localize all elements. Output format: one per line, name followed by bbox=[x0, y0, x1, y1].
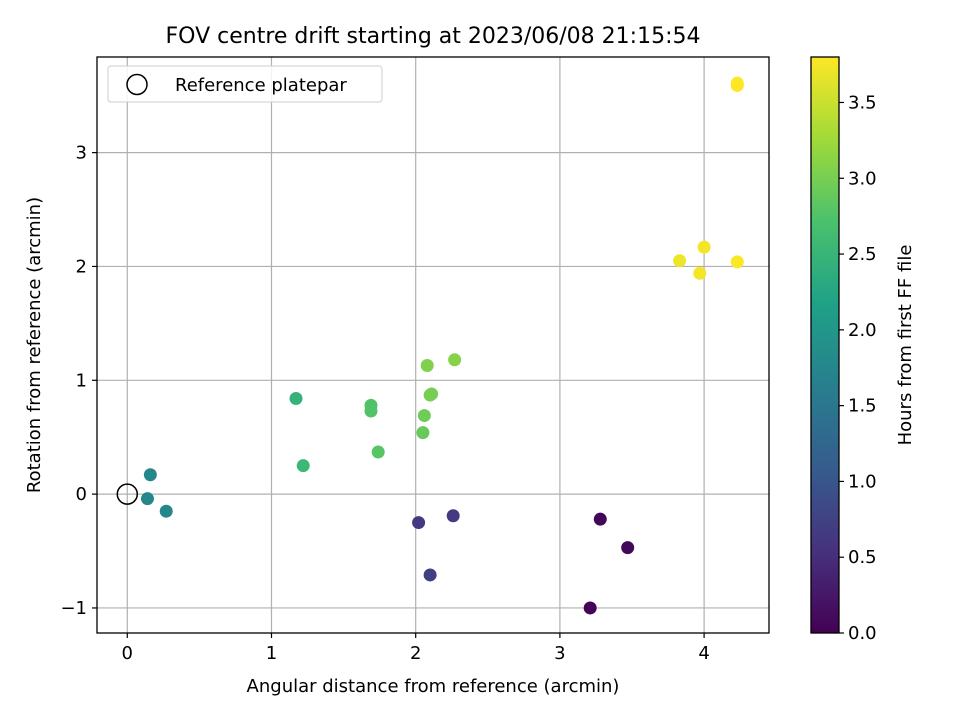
colorbar-ticks: 0.0 0.5 1.0 1.5 2.0 2.5 3.0 3.5 bbox=[839, 92, 877, 644]
x-tick-label: 2 bbox=[410, 643, 421, 664]
plot-area bbox=[97, 57, 769, 633]
colorbar-tick-label: 1.0 bbox=[848, 471, 877, 492]
data-point bbox=[423, 388, 437, 402]
legend-box bbox=[107, 65, 383, 103]
y-tick-label: 2 bbox=[76, 256, 87, 277]
y-axis-label: Rotation from reference (arcmin) bbox=[24, 197, 45, 493]
colorbar-gradient bbox=[810, 56, 840, 634]
data-point bbox=[448, 353, 462, 367]
reference-platepar-marker bbox=[116, 483, 139, 505]
x-axis-label: Angular distance from reference (arcmin) bbox=[247, 676, 620, 697]
data-point bbox=[693, 266, 707, 280]
colorbar-tick-label: 2.0 bbox=[848, 320, 877, 341]
data-point bbox=[371, 445, 385, 459]
colorbar-tick-label: 2.5 bbox=[848, 244, 877, 265]
x-tick-label: 3 bbox=[554, 643, 565, 664]
chart-title: FOV centre drift starting at 2023/06/08 … bbox=[166, 24, 701, 49]
data-point bbox=[420, 358, 434, 372]
y-tick-label: −1 bbox=[60, 598, 87, 619]
y-tick-label: 1 bbox=[76, 370, 87, 391]
data-point bbox=[621, 541, 635, 555]
scatter-points bbox=[116, 76, 744, 615]
data-point bbox=[364, 404, 378, 418]
data-point bbox=[730, 255, 744, 269]
data-point bbox=[423, 568, 437, 582]
data-point bbox=[143, 468, 157, 482]
data-point bbox=[296, 459, 310, 473]
legend-label: Reference platepar bbox=[175, 75, 347, 96]
colorbar-label: Hours from first FF file bbox=[895, 245, 916, 446]
x-tick-label: 1 bbox=[266, 643, 277, 664]
data-point bbox=[417, 409, 431, 423]
data-point bbox=[416, 426, 430, 440]
legend-marker bbox=[126, 73, 148, 96]
plot-frame bbox=[96, 56, 770, 634]
data-point bbox=[412, 516, 426, 530]
colorbar-tick-label: 3.0 bbox=[848, 168, 877, 189]
data-point bbox=[697, 240, 711, 254]
y-tick-label: 0 bbox=[76, 484, 87, 505]
colorbar-tick-label: 0.5 bbox=[848, 547, 877, 568]
x-tick-label: 0 bbox=[122, 643, 133, 664]
axis-ticks: 0 1 2 3 4 −1 0 1 2 3 bbox=[60, 143, 709, 664]
data-point bbox=[730, 76, 744, 90]
data-point bbox=[289, 392, 303, 406]
colorbar-tick-label: 0.0 bbox=[848, 623, 877, 644]
data-point bbox=[593, 512, 607, 526]
data-point bbox=[159, 504, 173, 518]
data-point bbox=[673, 254, 687, 268]
data-point bbox=[446, 509, 460, 523]
x-tick-label: 4 bbox=[698, 643, 709, 664]
data-point bbox=[583, 601, 597, 615]
data-point bbox=[140, 492, 154, 506]
legend: Reference platepar bbox=[107, 65, 383, 103]
grid bbox=[97, 57, 769, 633]
colorbar-tick-label: 3.5 bbox=[848, 92, 877, 113]
colorbar: 0.0 0.5 1.0 1.5 2.0 2.5 3.0 3.5 Hours from firs… bbox=[810, 56, 916, 644]
colorbar-tick-label: 1.5 bbox=[848, 396, 877, 417]
y-tick-label: 3 bbox=[76, 143, 87, 164]
